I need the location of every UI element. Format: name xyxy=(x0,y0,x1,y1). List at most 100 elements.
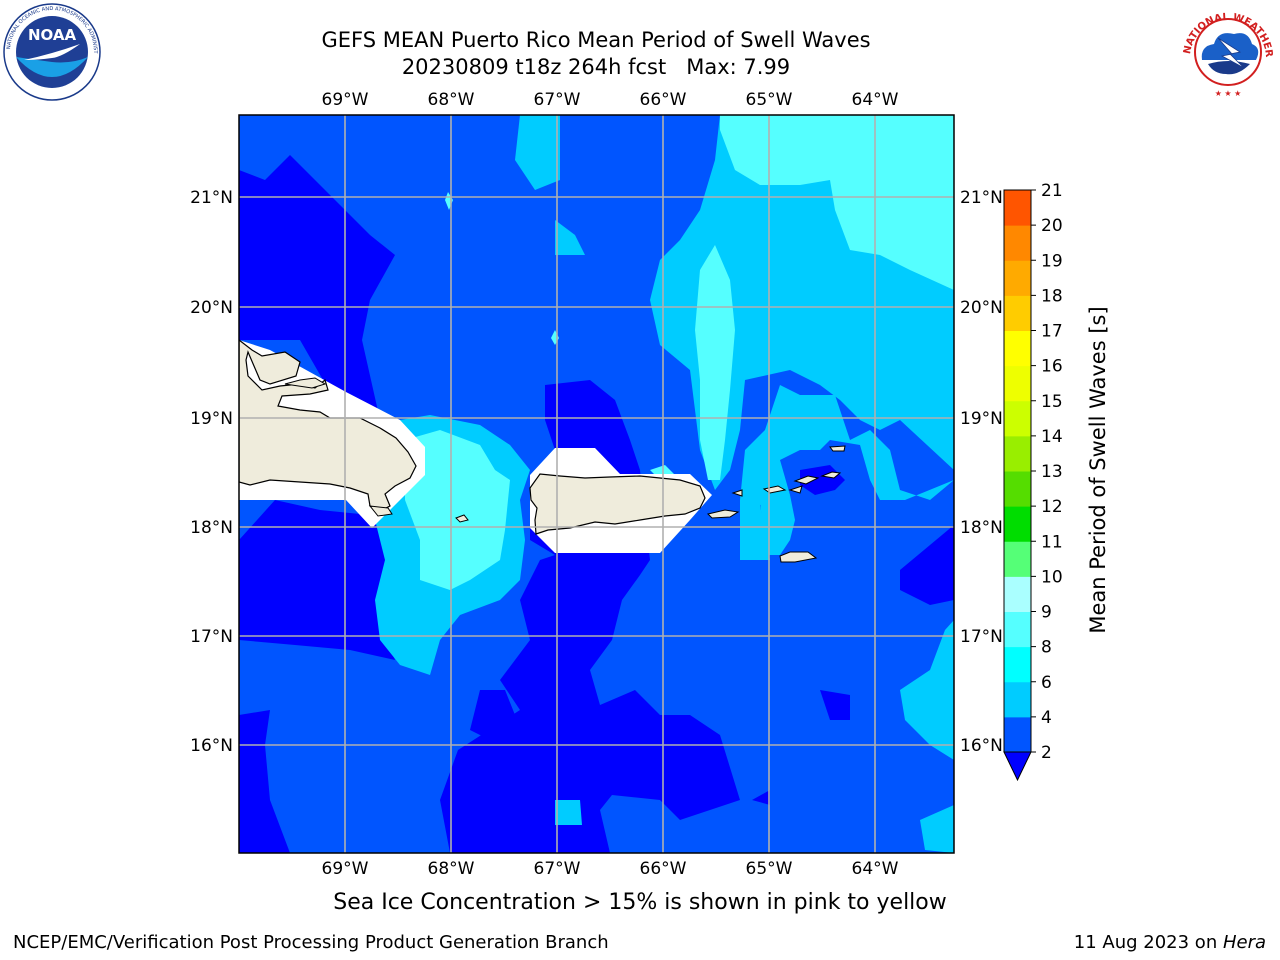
lat-label: 17°N xyxy=(960,627,1003,647)
lat-label: 18°N xyxy=(190,518,233,538)
colorbar-segment xyxy=(1004,260,1031,296)
colorbar-segment xyxy=(1004,646,1031,683)
land-puerto-rico xyxy=(529,473,706,535)
credit-text: NCEP/EMC/Verification Post Processing Pr… xyxy=(13,932,609,953)
svg-text:NOAA: NOAA xyxy=(28,26,77,44)
colorbar-tick-label: 10 xyxy=(1041,567,1063,587)
lon-label: 69°W xyxy=(322,90,369,110)
chart-subtitle: 20230809 t18z 264h fcst Max: 7.99 xyxy=(401,55,791,79)
colorbar-tick-label: 21 xyxy=(1041,181,1063,201)
colorbar-tick-label: 17 xyxy=(1041,322,1063,342)
lon-label: 66°W xyxy=(640,859,687,879)
land-st-croix xyxy=(779,551,818,563)
field-4-6 xyxy=(920,805,954,853)
lat-label: 21°N xyxy=(960,188,1003,208)
colorbar-tick-label: 12 xyxy=(1041,497,1063,517)
noaa-logo-icon: NOAA NATIONAL OCEANIC AND ATMOSPHERIC AD… xyxy=(0,0,101,101)
lon-labels-top: 69°W 68°W 67°W 66°W 65°W 64°W xyxy=(322,90,899,110)
field-under-2 xyxy=(239,500,395,660)
land-st-john xyxy=(788,485,803,494)
land-hispaniola-islet xyxy=(368,505,393,517)
field-under-2 xyxy=(820,690,850,720)
lat-label: 19°N xyxy=(190,409,233,429)
lon-label: 69°W xyxy=(322,859,369,879)
colorbar-tick-label: 18 xyxy=(1041,286,1063,306)
nws-logo: NATIONAL WEATHER SERVICE ★ ★ ★ xyxy=(1174,0,1278,102)
map-field xyxy=(239,115,954,853)
colorbar-tick-label: 15 xyxy=(1041,392,1063,412)
colorbar: 2 4 6 8 9 10 11 12 13 14 15 16 17 18 19 20 21 xyxy=(1003,181,1063,782)
lon-label: 67°W xyxy=(534,90,581,110)
colorbar-tick-label: 4 xyxy=(1041,708,1052,728)
field-4-6 xyxy=(555,220,585,255)
colorbar-tick-label: 6 xyxy=(1041,673,1052,693)
colorbar-tick-label: 14 xyxy=(1041,427,1063,447)
field-under-2 xyxy=(440,380,740,853)
lon-labels-bottom: 69°W 68°W 67°W 66°W 65°W 64°W xyxy=(322,859,899,879)
land-vieques xyxy=(707,509,740,519)
colorbar-segment xyxy=(1004,611,1031,648)
land-virgin-gorda xyxy=(820,471,842,479)
colorbar-tick-label: 2 xyxy=(1041,743,1052,763)
lat-labels-left: 21°N 20°N 19°N 18°N 17°N 16°N xyxy=(190,188,233,756)
colorbar-segment xyxy=(1004,365,1031,402)
lon-label: 68°W xyxy=(428,90,475,110)
lat-label: 18°N xyxy=(960,518,1003,538)
lon-label: 68°W xyxy=(428,859,475,879)
lat-label: 20°N xyxy=(190,298,233,318)
sea-ice-note: Sea Ice Concentration > 15% is shown in … xyxy=(0,890,1280,915)
lat-label: 19°N xyxy=(960,409,1003,429)
lon-label: 66°W xyxy=(640,90,687,110)
colorbar-segment xyxy=(1004,330,1031,367)
colorbar-segment xyxy=(1004,295,1031,331)
colorbar-segment xyxy=(1004,471,1031,507)
colorbar-segment xyxy=(1004,400,1031,437)
lat-label: 20°N xyxy=(960,298,1003,318)
colorbar-tick-label: 8 xyxy=(1041,638,1052,658)
nws-logo-icon: NATIONAL WEATHER SERVICE ★ ★ ★ xyxy=(1174,0,1276,100)
machine-name: Hera xyxy=(1222,932,1266,953)
field-6-8 xyxy=(720,115,954,290)
field-4-6 xyxy=(555,800,582,825)
land-hispaniola xyxy=(239,339,417,513)
date-text: 11 Aug 2023 on xyxy=(1073,932,1223,953)
field-4-6 xyxy=(515,115,560,190)
lat-label: 16°N xyxy=(960,736,1003,756)
field-under-2 xyxy=(752,790,770,805)
field-under-2 xyxy=(239,745,290,853)
colorbar-tick-label: 19 xyxy=(1041,251,1063,271)
field-under-2 xyxy=(900,525,954,605)
lon-label: 64°W xyxy=(852,859,899,879)
colorbar-segment xyxy=(1004,716,1031,753)
colorbar-segment xyxy=(1004,225,1031,261)
lat-label: 21°N xyxy=(190,188,233,208)
colorbar-under-arrow xyxy=(1003,751,1032,782)
svg-text:★ ★ ★: ★ ★ ★ xyxy=(1215,89,1242,98)
lat-label: 16°N xyxy=(190,736,233,756)
colorbar-segment xyxy=(1004,506,1031,542)
date-stamp: 11 Aug 2023 on Hera xyxy=(1074,932,1266,953)
lon-label: 65°W xyxy=(746,859,793,879)
field-6-8 xyxy=(405,430,510,590)
colorbar-segment xyxy=(1004,541,1031,577)
lat-label: 17°N xyxy=(190,627,233,647)
map-frame xyxy=(238,114,955,854)
land-mona xyxy=(455,514,469,523)
lon-label: 67°W xyxy=(534,859,581,879)
colorbar-tick-label: 9 xyxy=(1041,603,1052,623)
land-tortuga xyxy=(284,377,327,389)
land-culebra xyxy=(731,489,743,497)
colorbar-tick-label: 20 xyxy=(1041,216,1063,236)
land-anegada xyxy=(829,445,846,452)
chart-title: GEFS MEAN Puerto Rico Mean Period of Swe… xyxy=(321,28,871,52)
colorbar-segment xyxy=(1004,576,1031,612)
field-under-2 xyxy=(239,710,270,745)
lon-label: 64°W xyxy=(852,90,899,110)
noaa-logo: NOAA NATIONAL OCEANIC AND ATMOSPHERIC AD… xyxy=(0,0,102,102)
colorbar-segment xyxy=(1004,681,1031,718)
colorbar-segment xyxy=(1004,190,1031,226)
sea-ice-note-text: Sea Ice Concentration > 15% is shown in … xyxy=(333,890,947,915)
field-under-2 xyxy=(470,690,515,740)
land-tortola xyxy=(793,475,820,485)
